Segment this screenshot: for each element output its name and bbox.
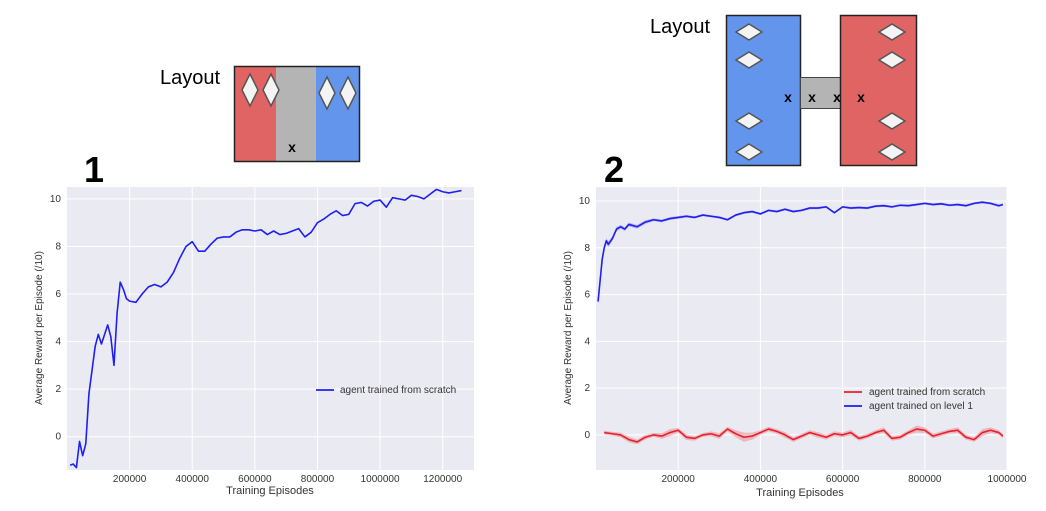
x-tick-label: 200000	[113, 474, 147, 485]
y-tick-label: 4	[55, 337, 61, 348]
series-lines	[597, 201, 1004, 443]
series-lines	[69, 188, 462, 469]
layout-diagram-2: Layout x x x x	[650, 14, 918, 167]
plot-area	[67, 187, 474, 470]
diamond-icon	[318, 75, 336, 111]
layout-2-mark: x	[857, 89, 865, 105]
y-tick-label: 8	[55, 241, 61, 252]
legend-label: agent trained on level 1	[869, 401, 973, 412]
y-tick-label: 2	[584, 383, 590, 394]
layout-1-border	[233, 65, 361, 163]
diamond-icon	[339, 75, 357, 111]
diamond-icon	[241, 72, 259, 108]
y-tick-label: 10	[579, 196, 591, 207]
layout-diagram-1: Layout x	[160, 65, 361, 163]
diamond-icon	[877, 112, 907, 130]
diamond-icon	[734, 23, 764, 41]
legend: agent trained from scratch	[316, 385, 456, 396]
layout-1-mark: x	[288, 139, 296, 155]
y-axis-label: Average Reward per Episode (/10)	[563, 251, 574, 405]
x-tick-label: 600000	[238, 474, 272, 485]
y-tick-label: 10	[50, 194, 62, 205]
y-tick-label: 6	[584, 290, 590, 301]
x-tick-label: 400000	[744, 474, 778, 485]
x-tick-label: 400000	[176, 474, 210, 485]
layout-1-corridor	[276, 67, 316, 161]
x-tick-label: 800000	[908, 474, 942, 485]
x-axis-label: Training Episodes	[756, 487, 844, 499]
layout-2-label: Layout	[650, 16, 710, 38]
x-tick-label: 600000	[826, 474, 860, 485]
legend: agent trained from scratch agent trained…	[844, 387, 985, 412]
series-line	[597, 201, 1004, 302]
y-tick-label: 0	[584, 430, 590, 441]
layout-1-blue-zone	[316, 67, 359, 161]
diamond-icon	[877, 51, 907, 69]
layout-2-mark: x	[808, 89, 816, 105]
legend-label: agent trained from scratch	[340, 385, 456, 396]
layout-1-label: Layout	[160, 67, 220, 89]
diamond-icon	[734, 112, 764, 130]
legend-label: agent trained from scratch	[869, 387, 985, 398]
layout-2-mark: x	[784, 89, 792, 105]
x-tick-labels: 200000 400000 600000 800000 1000000 1200000	[113, 474, 463, 485]
x-tick-label: 200000	[662, 474, 696, 485]
diamond-icon	[262, 72, 280, 108]
y-tick-label: 8	[584, 243, 590, 254]
y-tick-labels: 0 2 4 6 8 10	[579, 196, 591, 441]
series-line	[604, 428, 1004, 443]
x-tick-labels: 200000 400000 600000 800000 1000000	[662, 474, 1027, 485]
y-tick-label: 0	[55, 432, 61, 443]
panel-number-2: 2	[604, 149, 624, 190]
chart-1: 0 2 4 6 8 10 200000 400000 600000 800000 1000000 1…	[34, 187, 474, 497]
panel-number-1: 1	[84, 149, 104, 190]
y-tick-label: 4	[584, 336, 590, 347]
diamond-icon	[877, 23, 907, 41]
y-tick-labels: 0 2 4 6 8 10	[50, 194, 62, 443]
y-tick-label: 2	[55, 384, 61, 395]
x-axis-label: Training Episodes	[226, 485, 314, 497]
layout-2-blue-room	[725, 14, 802, 167]
y-axis-label: Average Reward per Episode (/10)	[34, 251, 45, 405]
x-tick-label: 800000	[301, 474, 335, 485]
diamond-icon	[734, 143, 764, 161]
gridlines	[67, 187, 474, 470]
diamond-icon	[734, 51, 764, 69]
diamond-icon	[877, 143, 907, 161]
plot-area	[596, 187, 1007, 470]
layout-2-red-room	[839, 14, 918, 167]
x-tick-label: 1000000	[988, 474, 1027, 485]
x-tick-label: 1200000	[423, 474, 462, 485]
layout-2-mark: x	[833, 89, 841, 105]
y-tick-label: 6	[55, 289, 61, 300]
series-line	[69, 188, 462, 469]
x-tick-label: 1000000	[361, 474, 400, 485]
